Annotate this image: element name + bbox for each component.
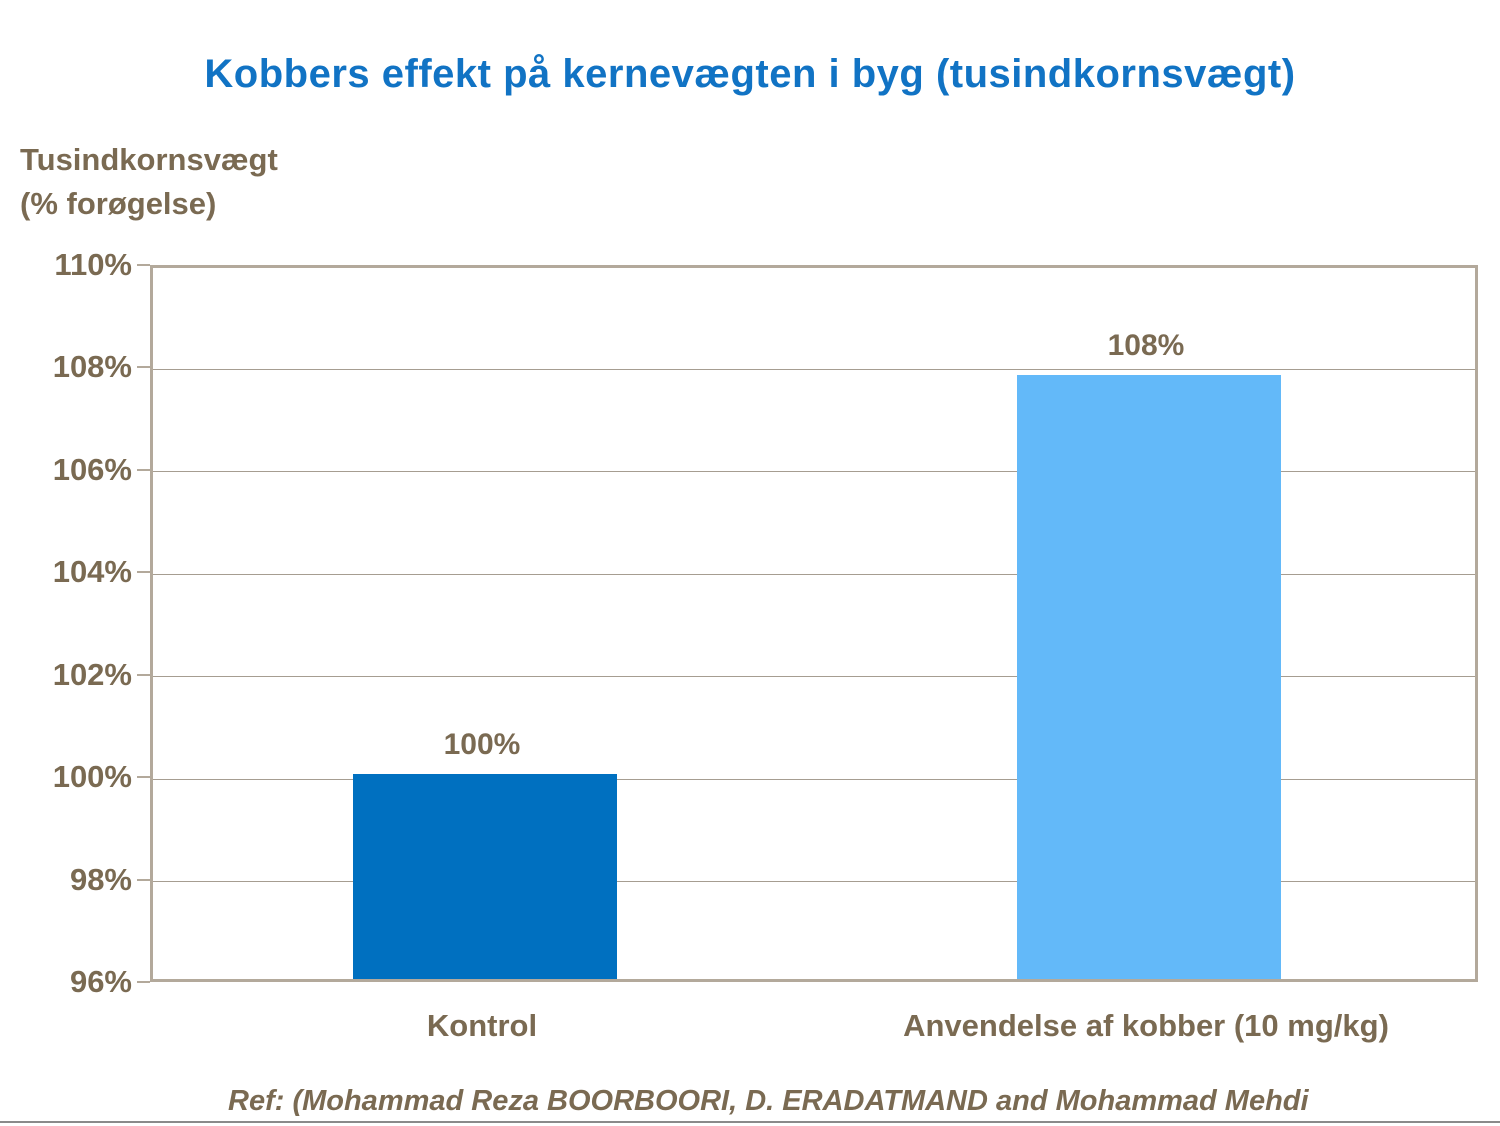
y-tick-mark [137, 468, 150, 471]
gridline [153, 881, 1475, 883]
reference-text: Ref: (Mohammad Reza BOORBOORI, D. ERADAT… [228, 1085, 1309, 1117]
y-tick-mark [137, 264, 150, 266]
y-tick-label: 96% [69, 964, 132, 999]
y-tick-mark [137, 571, 150, 574]
y-axis-title-line1: Tusindkornsvægt [20, 142, 278, 177]
gridline [153, 368, 1475, 370]
y-tick-mark [137, 878, 150, 881]
y-tick-mark [137, 981, 150, 983]
gridline [153, 778, 1475, 780]
bottom-divider-line [0, 1121, 1500, 1123]
y-tick-label: 102% [52, 656, 132, 692]
y-axis-title-line2: (% forøgelse) [20, 186, 217, 221]
y-tick-mark [137, 366, 150, 369]
y-tick-mark [137, 776, 150, 779]
bar-kontrol [353, 774, 617, 979]
y-tick-label: 104% [52, 554, 132, 590]
bar-value-label: 100% [443, 728, 521, 762]
y-axis-title: Tusindkornsvægt (% forøgelse) [20, 138, 278, 226]
gridline [153, 573, 1475, 575]
chart-title: Kobbers effekt på kernevægten i byg (tus… [204, 52, 1296, 96]
y-tick-label: 100% [52, 759, 132, 795]
y-tick-label: 108% [52, 349, 132, 385]
y-tick-label: 106% [52, 451, 132, 487]
y-tick-mark [137, 673, 150, 676]
x-category-label: Anvendelse af kobber (10 mg/kg) [903, 1008, 1389, 1043]
x-category-label: Kontrol [426, 1008, 538, 1043]
gridline [153, 471, 1475, 473]
plot-area [150, 265, 1478, 982]
bar-value-label: 108% [1107, 328, 1185, 362]
y-tick-label: 98% [69, 861, 132, 897]
gridline [153, 676, 1475, 678]
bar-kobber [1017, 374, 1281, 979]
y-tick-label: 110% [54, 247, 132, 282]
